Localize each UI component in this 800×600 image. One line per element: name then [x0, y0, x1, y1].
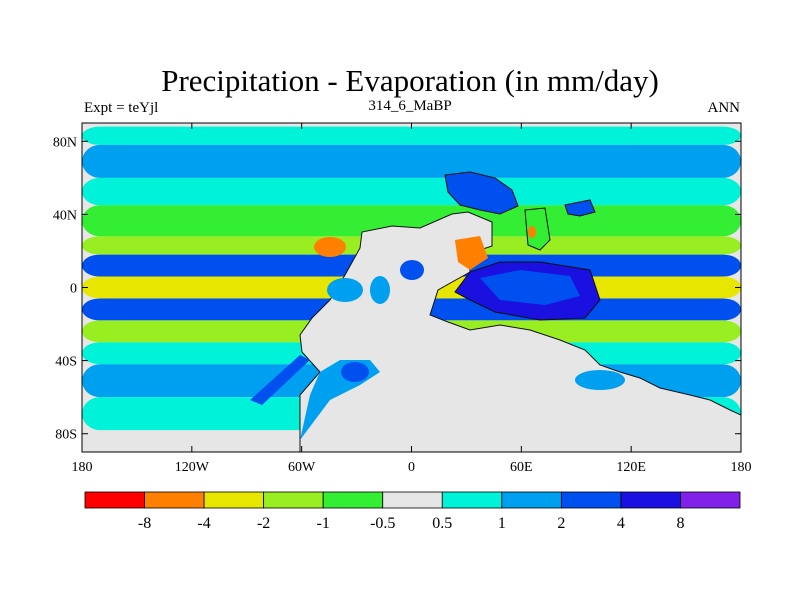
x-tick-label: 180: [731, 460, 752, 475]
colorbar-swatch: [620, 491, 681, 509]
wet-cell-africa: [400, 260, 424, 280]
zonal-band: [82, 177, 741, 206]
colorbar-swatch: [263, 491, 324, 509]
season-label: ANN: [708, 100, 741, 116]
dry-core-north-america: [314, 237, 346, 257]
colorbar-swatch: [560, 491, 622, 509]
colorbar-swatch: [441, 491, 503, 509]
y-tick-label: 80S: [55, 428, 77, 443]
x-tick-label: 120W: [175, 460, 210, 475]
colorbar-label: -2: [257, 515, 270, 532]
wet-cell-south-america: [327, 278, 363, 302]
time-period-label: 314_6_MaBP: [368, 98, 451, 114]
colorbar-swatch: [84, 491, 145, 509]
dry-core-east: [528, 226, 536, 238]
zonal-band: [82, 126, 741, 145]
y-tick-label: 0: [70, 282, 77, 297]
colorbar-label: 8: [676, 515, 684, 532]
x-tick-label: 120E: [616, 460, 646, 475]
colorbar-label: 2: [557, 515, 565, 532]
experiment-label: Expt = teYjl: [84, 100, 158, 116]
wet-cell-antarctic: [575, 370, 625, 390]
colorbar-swatch: [322, 491, 384, 509]
x-axis-ticks: 180 120W 60W 0 60E 120E 180: [72, 123, 752, 475]
tethys-inner: [480, 270, 580, 305]
colorbar-label: 4: [617, 515, 625, 532]
east-asia-block: [564, 199, 596, 217]
x-tick-label: 60W: [288, 460, 316, 475]
colorbar-swatch: [144, 491, 205, 509]
colorbar: -8 -4 -2 -1 -0.5 0.5 1 2 4 8: [84, 491, 741, 532]
colorbar-label: 1: [498, 515, 506, 532]
colorbar-label: -0.5: [370, 515, 395, 532]
map-plot-area: [82, 123, 741, 452]
north-china-block: [524, 207, 551, 251]
colorbar-label: -8: [138, 515, 151, 532]
x-tick-label: 0: [408, 460, 415, 475]
colorbar-label: -4: [197, 515, 210, 532]
colorbar-label: 0.5: [432, 515, 452, 532]
colorbar-swatch: [501, 491, 562, 509]
y-tick-label: 40S: [55, 355, 77, 370]
siberia-block: [444, 171, 519, 215]
chart-title: Precipitation - Evaporation (in mm/day): [161, 63, 659, 98]
precip-features: [250, 226, 625, 405]
colorbar-swatch: [680, 491, 741, 509]
wet-cell-arabia: [370, 276, 390, 304]
x-tick-label: 60E: [510, 460, 533, 475]
colorbar-swatch: [203, 491, 265, 509]
zonal-band: [82, 144, 741, 178]
wet-streak-south: [250, 355, 310, 405]
y-tick-label: 40N: [53, 208, 77, 223]
colorbar-swatch: [382, 491, 443, 509]
x-tick-label: 180: [72, 460, 93, 475]
dry-core-north-africa: [455, 236, 488, 270]
y-tick-label: 80N: [53, 135, 77, 150]
wet-cell-southern: [341, 362, 369, 382]
y-axis-ticks: 80N 40N 0 40S 80S: [53, 135, 741, 443]
colorbar-label: -1: [317, 515, 330, 532]
